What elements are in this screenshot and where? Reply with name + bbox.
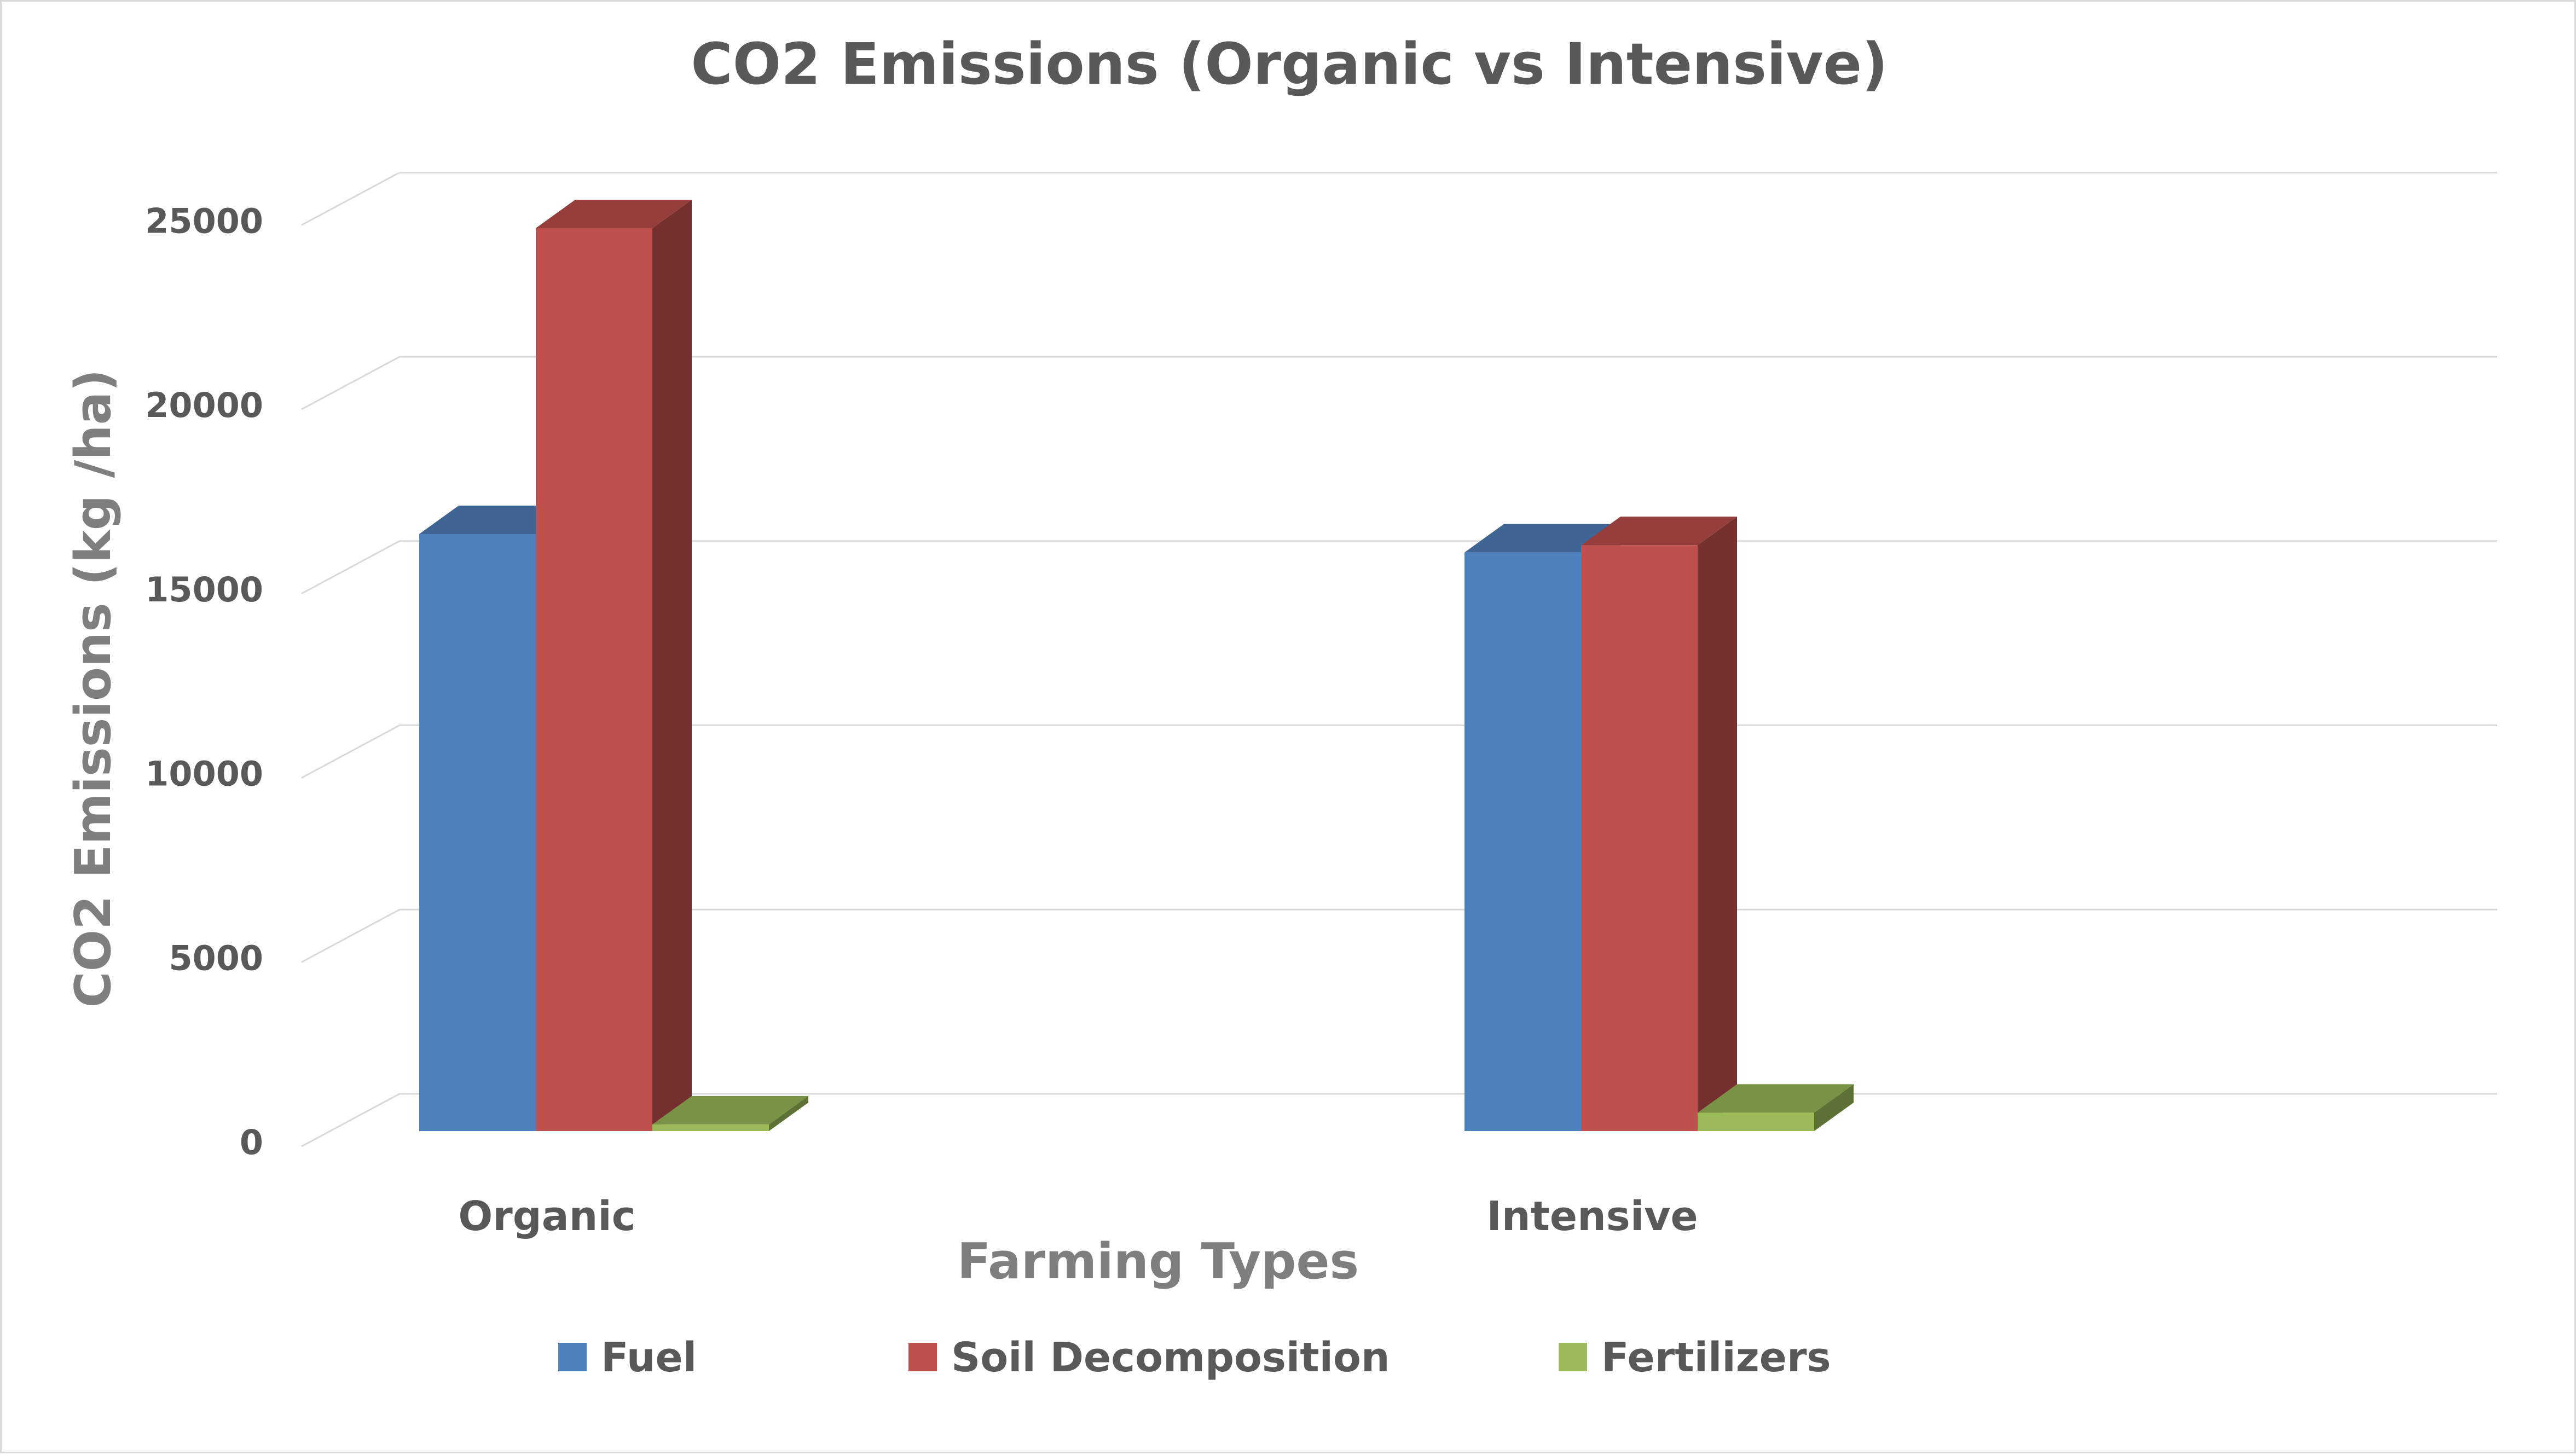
bar-side <box>1698 517 1737 1132</box>
bar-side <box>769 1095 808 1131</box>
bar-side <box>1814 1084 1854 1131</box>
category-label: Intensive <box>1486 1193 1698 1240</box>
bar-top <box>1581 517 1737 546</box>
gridline <box>301 356 2497 410</box>
bar-fertilizers-organic <box>652 1095 808 1131</box>
legend: Fuel Soil Decomposition Fertilizers <box>558 1334 1831 1381</box>
y-tick-label: 5000 <box>169 938 263 978</box>
x-axis-title: Farming Types <box>957 1233 1359 1290</box>
bar-top <box>652 1095 808 1124</box>
legend-item: Fuel <box>558 1334 697 1381</box>
gridline <box>301 908 2497 963</box>
gridline <box>301 724 2497 779</box>
legend-item: Fertilizers <box>1559 1334 1831 1381</box>
bar-fertilizers-intensive <box>1698 1084 1854 1131</box>
gridline <box>301 171 2497 226</box>
bar-soil-decomposition-intensive <box>1581 517 1737 1132</box>
chart-title: CO2 Emissions (Organic vs Intensive) <box>691 31 1888 97</box>
y-tick-label: 0 <box>240 1122 263 1162</box>
y-tick-label: 10000 <box>145 754 263 794</box>
bar-front <box>419 534 536 1131</box>
y-tick-label: 25000 <box>145 201 263 241</box>
bar-soil-decomposition-organic <box>536 200 692 1131</box>
legend-label: Fertilizers <box>1601 1334 1831 1381</box>
bar-front <box>1464 552 1581 1131</box>
y-tick-label: 15000 <box>145 570 263 610</box>
gridline <box>301 540 2497 595</box>
y-axis-ticks: 0 5000 10000 15000 20000 25000 <box>145 201 263 1162</box>
bar-top <box>1698 1084 1854 1113</box>
legend-label: Fuel <box>601 1334 697 1381</box>
bar-front <box>652 1124 769 1131</box>
x-axis-categories: Organic Intensive <box>458 1193 1698 1240</box>
bar-front <box>1698 1112 1814 1131</box>
bars <box>419 200 1854 1132</box>
legend-label: Soil Decomposition <box>951 1334 1390 1381</box>
legend-swatch <box>1559 1343 1587 1371</box>
category-label: Organic <box>458 1193 635 1240</box>
y-tick-label: 20000 <box>145 385 263 425</box>
bar-top <box>536 200 692 228</box>
bar-front <box>536 228 652 1131</box>
bar-side <box>652 200 692 1131</box>
legend-item: Soil Decomposition <box>908 1334 1390 1381</box>
y-axis-title: CO2 Emissions (kg /ha) <box>65 369 122 1008</box>
legend-swatch <box>908 1343 937 1371</box>
bar-front <box>1581 545 1698 1132</box>
legend-swatch <box>558 1343 587 1371</box>
